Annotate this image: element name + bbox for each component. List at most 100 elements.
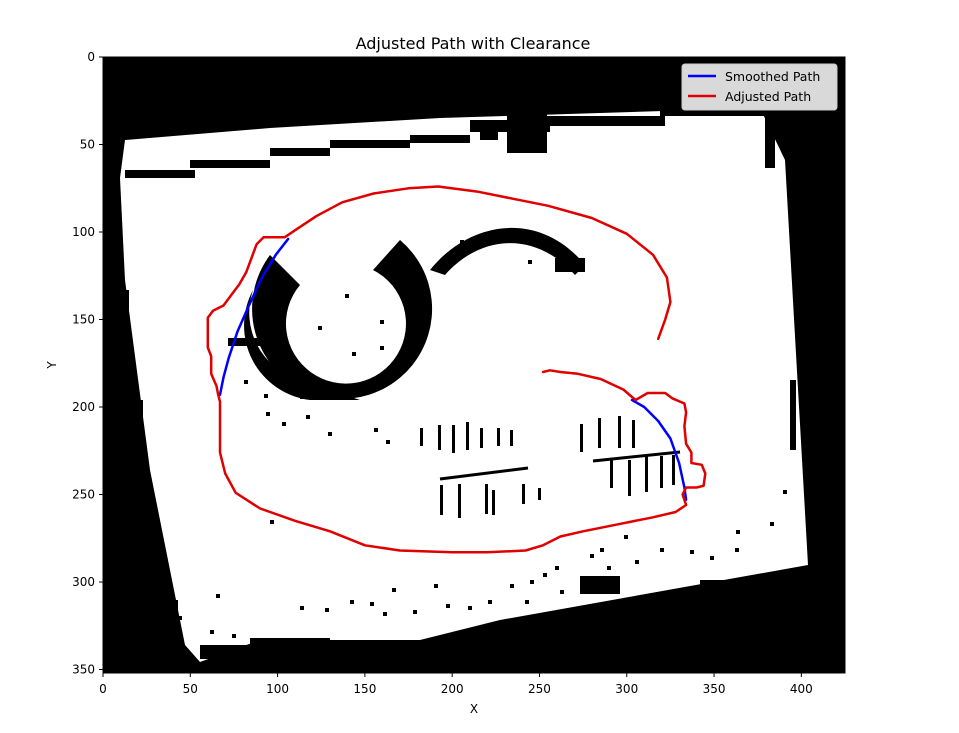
map-noise-dot [392,588,396,592]
map-noise-dot [446,604,450,608]
map-obstacle-mark [598,418,601,448]
map-noise-dot [264,394,268,398]
x-tick-label: 350 [703,682,726,696]
map-obstacle-mark [420,428,423,446]
map-noise-dot [374,428,378,432]
map-obstacle-mark [618,416,621,448]
map-obstacle-mark [492,490,495,515]
map-noise-dot [270,520,274,524]
map-obstacle-mark [466,422,469,450]
legend-label-smoothed-path: Smoothed Path [725,69,820,84]
map-noise-dot [328,432,332,436]
map-obstacle-mark [660,456,663,488]
map-noise-dot [528,260,532,264]
plot-area [102,56,846,674]
x-tick-label: 0 [99,682,107,696]
x-tick-label: 400 [790,682,813,696]
map-noise-dot [783,490,787,494]
map-noise-dot [560,590,564,594]
map-obstacle-mark [452,425,455,453]
map-noise-dot [488,600,492,604]
map-obstacle-mark [510,430,513,446]
x-tick-label: 300 [615,682,638,696]
map-obstacle-mark [538,488,541,500]
y-tick-label: 100 [72,225,95,239]
map-noise-dot [580,580,584,584]
map-noise-dot [318,326,322,330]
map-noise-dot [530,580,534,584]
y-tick-label: 0 [87,50,95,64]
map-noise-dot [607,566,611,570]
map-noise-dot [216,594,220,598]
x-tick-label: 250 [528,682,551,696]
map-noise-dot [266,412,270,416]
map-noise-dot [555,566,559,570]
map-obstacle-mark [580,424,583,452]
map-noise-dot [600,548,604,552]
x-tick-label: 100 [266,682,289,696]
map-noise-dot [352,352,356,356]
map-noise-dot [300,606,304,610]
map-obstacle-mark [628,460,631,496]
map-noise-dot [420,318,424,322]
map-obstacle-mark [610,458,613,488]
smoothed-path-line [218,237,290,397]
map-noise-dot [490,240,494,244]
x-axis: 0 50 100 150 200 250 300 350 400 [99,673,813,696]
map-noise-dot [770,522,774,526]
map-obstacle-mark [458,484,461,518]
map-obstacle-mark [632,420,635,448]
y-tick-label: 50 [80,138,95,152]
map-noise-dot [460,240,464,244]
map-obstacle-mark [438,425,441,450]
map-noise-dot [525,600,529,604]
map-noise-dot [710,556,714,560]
map-obstacle-mark [440,485,443,515]
y-tick-label: 150 [72,313,95,327]
map-obstacle-mark [485,484,488,514]
map-noise-dot [413,610,417,614]
map-noise-dot [468,606,472,610]
map-noise-dot [306,415,310,419]
occupancy-map [103,57,845,673]
map-noise-dot [548,248,552,252]
x-tick-label: 200 [441,682,464,696]
map-noise-dot [232,634,236,638]
map-noise-dot [210,630,214,634]
map-noise-dot [735,548,739,552]
x-axis-label: X [470,702,478,716]
map-noise-dot [370,602,374,606]
map-noise-dot [690,550,694,554]
map-noise-dot [660,548,664,552]
map-noise-dot [736,530,740,534]
y-tick-label: 250 [72,488,95,502]
map-noise-dot [510,584,514,588]
map-noise-dot [635,560,639,564]
map-noise-dot [624,535,628,539]
map-noise-dot [380,346,384,350]
map-noise-dot [244,380,248,384]
map-noise-dot [434,584,438,588]
paths-layer [206,185,707,554]
y-tick-label: 300 [72,575,95,589]
x-tick-label: 150 [353,682,376,696]
map-noise-dot [300,395,304,399]
map-noise-dot [386,440,390,444]
legend-label-adjusted-path: Adjusted Path [725,89,811,104]
map-obstacle-mark [672,455,675,485]
smoothed-path-line [630,398,688,502]
legend: Smoothed Path Adjusted Path [681,63,838,111]
y-axis: 0 50 100 150 200 250 300 350 [72,50,103,677]
x-tick-label: 50 [183,682,198,696]
map-obstacle-mark [645,456,648,492]
map-noise-dot [383,612,387,616]
map-noise-dot [178,616,182,620]
map-obstacle-mark [480,428,483,448]
map-noise-dot [590,554,594,558]
map-obstacle-mark [522,484,525,504]
map-noise-dot [380,320,384,324]
map-noise-dot [282,422,286,426]
adjusted-path-line [206,185,707,554]
map-noise-dot [543,573,547,577]
